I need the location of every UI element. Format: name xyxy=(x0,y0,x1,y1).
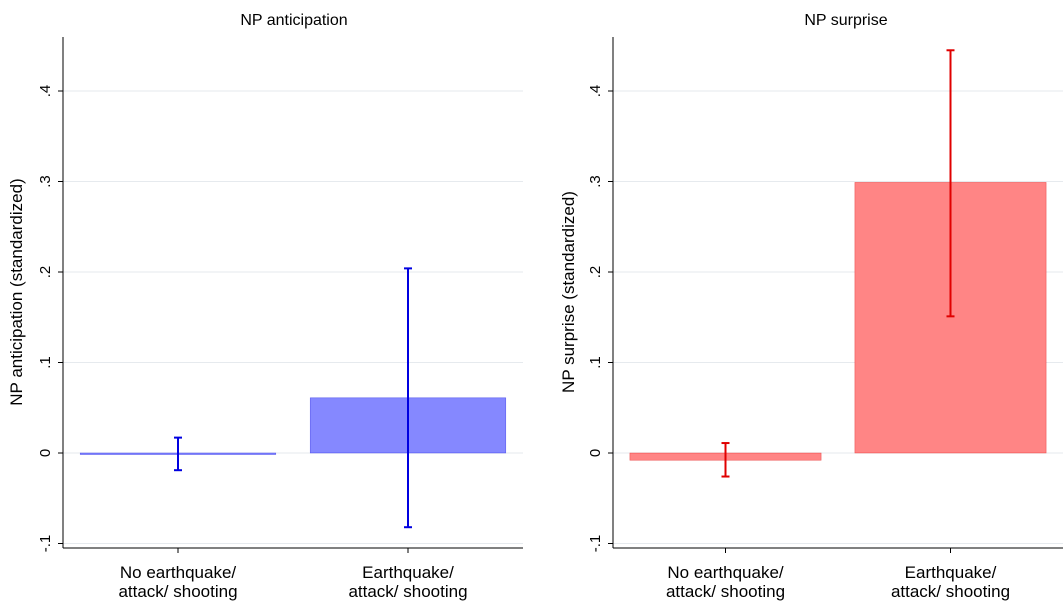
y-tick-label: .4 xyxy=(37,85,54,98)
x-tick-label: attack/ shooting xyxy=(118,582,237,601)
x-tick-label: No earthquake/ xyxy=(120,563,237,582)
x-tick-label: Earthquake/ xyxy=(362,563,454,582)
chart-title: NP anticipation xyxy=(240,12,347,29)
x-tick-label: attack/ shooting xyxy=(348,582,467,601)
x-tick-label: attack/ shooting xyxy=(666,582,785,601)
x-tick-label: No earthquake/ xyxy=(667,563,784,582)
y-tick-label: .1 xyxy=(587,356,604,369)
y-tick-label: -.1 xyxy=(587,535,604,553)
y-tick-label: .2 xyxy=(37,266,54,279)
panel-np-anticipation: -.1 0 .1 .2 .3 .4 NP anticipation NP anticipati… xyxy=(7,12,523,601)
y-tick-label: 0 xyxy=(37,449,54,457)
x-tick-label: Earthquake/ xyxy=(905,563,997,582)
y-axis-label: NP surprise (standardized) xyxy=(559,191,578,393)
panel-np-surprise: -.1 0 .1 .2 .3 .4 NP surprise NP surprise (stan… xyxy=(559,12,1063,601)
y-tick-label: .3 xyxy=(587,175,604,188)
y-tick-label: 0 xyxy=(587,449,604,457)
y-tick-label: -.1 xyxy=(37,535,54,553)
y-tick-label: .2 xyxy=(587,266,604,279)
chart-title: NP surprise xyxy=(804,12,887,29)
y-tick-label: .4 xyxy=(587,85,604,98)
y-tick-label: .3 xyxy=(37,175,54,188)
y-axis-label: NP anticipation (standardized) xyxy=(7,178,26,405)
y-tick-label: .1 xyxy=(37,356,54,369)
x-tick-label: attack/ shooting xyxy=(891,582,1010,601)
